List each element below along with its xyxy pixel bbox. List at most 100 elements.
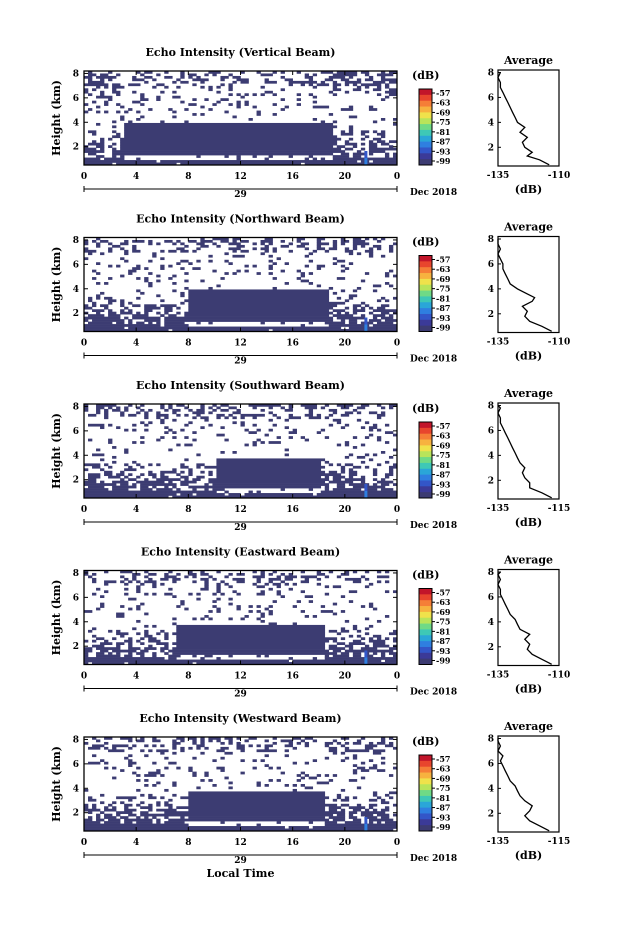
echo-cell (240, 80, 249, 84)
echo-cell (272, 103, 277, 106)
echo-cell (352, 408, 358, 412)
echo-cell (172, 622, 177, 626)
echo-cell (352, 289, 358, 293)
echo-cell (128, 798, 133, 802)
echo-cell (392, 746, 398, 750)
echo-cell (164, 592, 173, 596)
echo-cell (376, 463, 382, 467)
echo-cell (180, 493, 193, 496)
x-tick-label: 16 (286, 672, 299, 682)
echo-cell (232, 75, 241, 79)
y-tick-label: 2 (73, 309, 79, 319)
echo-cell (176, 572, 181, 576)
echo-cell (168, 761, 177, 765)
echo-cell (160, 582, 165, 586)
echo-cell (120, 575, 125, 579)
echo-cell (344, 247, 350, 251)
echo-cell (248, 737, 257, 740)
echo-cell (192, 741, 197, 745)
echo-cell (368, 639, 386, 643)
echo-cell (180, 600, 185, 603)
echo-cell (120, 311, 133, 315)
echo-cell (336, 575, 342, 579)
echo-cell (328, 463, 334, 467)
echo-cell (284, 749, 289, 753)
echo-cell (356, 286, 362, 290)
echo-cell (104, 110, 109, 114)
echo-cell (300, 739, 305, 743)
echo-cell (364, 570, 370, 574)
echo-cell (188, 746, 193, 750)
panel-title: Echo Intensity (Eastward Beam) (141, 546, 340, 559)
echo-cell (240, 617, 245, 621)
echo-cell (380, 406, 386, 410)
echo-cell (84, 483, 117, 486)
echo-cell (176, 766, 181, 770)
echo-cell (148, 473, 157, 477)
echo-cell (232, 237, 241, 241)
echo-cell (168, 798, 173, 802)
echo-cell (124, 808, 137, 812)
echo-cell (196, 413, 201, 417)
echo-cell (100, 468, 105, 472)
echo-cell (316, 582, 322, 586)
echo-cell (384, 460, 390, 464)
echo-cell (188, 737, 197, 740)
echo-cell (372, 324, 398, 327)
echo-cell (140, 73, 145, 77)
echo-cell (272, 600, 277, 603)
echo-cell (208, 406, 213, 410)
echo-cell (380, 652, 386, 655)
echo-cell (364, 73, 370, 77)
echo-cell (136, 277, 141, 280)
echo-cell (128, 662, 193, 665)
echo-cell (348, 137, 354, 141)
colorbar-segment (419, 159, 432, 166)
colorbar-segment (419, 594, 432, 601)
echo-cell (352, 242, 370, 246)
echo-cell (336, 145, 346, 148)
echo-cell (180, 291, 185, 295)
echo-cell (264, 784, 269, 787)
echo-cell (376, 247, 382, 251)
echo-cell (144, 416, 149, 420)
echo-cell (348, 75, 354, 79)
echo-cell (320, 605, 326, 608)
panel-1: Echo Intensity (Northward Beam)2468Heigh… (50, 213, 570, 367)
echo-cell (120, 470, 125, 474)
echo-cell (368, 311, 374, 315)
echo-cell (124, 239, 129, 243)
echo-cell (160, 90, 165, 94)
echo-cell (312, 73, 318, 77)
echo-cell (356, 85, 362, 89)
echo-cell (372, 749, 386, 753)
echo-cell (92, 453, 105, 457)
colorbar-segment (419, 89, 432, 96)
echo-cell (344, 83, 350, 87)
echo-cell (140, 291, 145, 295)
echo-cell (92, 662, 125, 665)
echo-cell (184, 279, 189, 283)
echo-cell (88, 314, 105, 317)
echo-cell (228, 413, 233, 417)
echo-cell (208, 411, 213, 415)
echo-cell (288, 404, 293, 407)
echo-cell (308, 259, 314, 263)
echo-cell (300, 436, 305, 439)
echo-cell (160, 299, 165, 303)
profile-frame (497, 235, 560, 334)
echo-cell (348, 296, 354, 300)
echo-cell (240, 423, 245, 427)
echo-cell (336, 485, 346, 489)
echo-cell (84, 821, 101, 824)
echo-cell (84, 826, 285, 829)
echo-cell (232, 115, 237, 119)
echo-cell (340, 595, 346, 599)
echo-cell (256, 781, 261, 785)
profile-y-tick-label: 8 (488, 401, 494, 411)
echo-cell (88, 80, 105, 84)
echo-cell (100, 458, 105, 462)
echo-cell (256, 110, 261, 114)
echo-cell (96, 587, 101, 591)
echo-cell (236, 408, 241, 412)
